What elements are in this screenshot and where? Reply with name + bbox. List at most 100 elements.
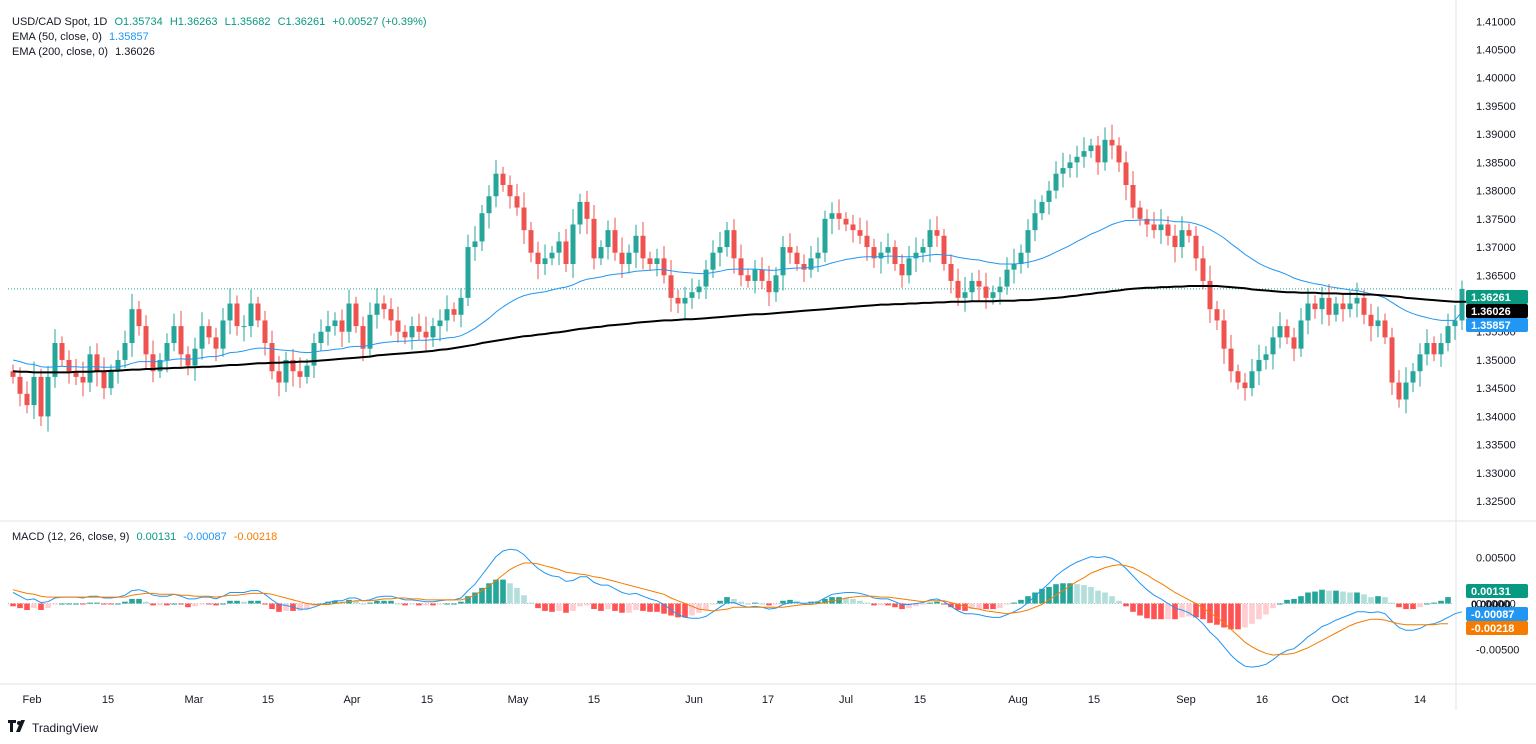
legend-ema50-row[interactable]: EMA (50, close, 0) 1.35857	[12, 29, 153, 45]
candle-body	[857, 230, 863, 236]
time-tick-label: Feb	[23, 694, 42, 706]
candle-body	[528, 230, 534, 253]
candle-body	[1242, 382, 1248, 389]
macd-histogram-bar	[304, 603, 310, 610]
macd-histogram-bar	[535, 603, 541, 609]
candle-body	[1067, 162, 1073, 169]
macd-badge-text: -0.00218	[1471, 623, 1514, 635]
macd-histogram-bar	[871, 603, 877, 606]
candle-body	[1235, 371, 1241, 383]
macd-histogram-bar	[66, 603, 72, 605]
candle-body	[290, 359, 296, 372]
candle-body	[1039, 201, 1045, 214]
macd-histogram-bar	[1256, 603, 1262, 620]
time-tick-label: 16	[1256, 694, 1268, 706]
macd-histogram-bar	[780, 600, 786, 604]
candle-body	[787, 247, 793, 253]
macd-histogram-bar	[1088, 586, 1094, 604]
candle-body	[206, 326, 212, 338]
candle-body	[1116, 145, 1122, 163]
macd-histogram-bar	[38, 603, 44, 610]
macd-histogram-bar	[1235, 603, 1241, 630]
macd-histogram-bar	[1046, 586, 1052, 604]
macd-histogram-bar	[52, 603, 58, 605]
candle-body	[1438, 343, 1444, 355]
macd-histogram-bar	[619, 603, 625, 613]
time-tick-label: May	[508, 694, 529, 706]
candle-body	[178, 326, 184, 355]
macd-histogram-bar	[1151, 603, 1157, 620]
macd-histogram-bar	[1368, 597, 1374, 604]
macd-histogram-bar	[1445, 597, 1451, 604]
macd-histogram-bar	[1067, 583, 1073, 604]
ema50-value: 1.35857	[108, 31, 149, 43]
macd-histogram-bar	[444, 603, 450, 605]
price-tick-label: 1.33000	[1476, 468, 1516, 480]
candle-body	[332, 320, 338, 327]
legend-ema200-row[interactable]: EMA (200, close, 0) 1.36026	[12, 44, 159, 60]
macd-badge-text: 0.00131	[1471, 586, 1511, 598]
candle-body	[934, 230, 940, 236]
candle-body	[780, 247, 786, 276]
candle-body	[668, 275, 674, 298]
candle-body	[73, 371, 79, 377]
macd-histogram-bar	[402, 603, 408, 606]
candle-body	[1410, 371, 1416, 383]
time-tick-label: 15	[262, 694, 274, 706]
price-tick-label: 1.37000	[1476, 242, 1516, 254]
macd-badge	[1466, 607, 1528, 621]
tradingview-brand[interactable]: TradingView	[8, 720, 98, 735]
macd-histogram-bar	[479, 587, 485, 604]
macd-histogram-bar	[997, 603, 1003, 609]
legend-macd-row[interactable]: MACD (12, 26, close, 9) 0.00131 -0.00087…	[12, 529, 281, 545]
candle-body	[1396, 382, 1402, 400]
time-tick-label: Jul	[839, 694, 853, 706]
candle-body	[570, 224, 576, 264]
candle-body	[304, 365, 310, 377]
candle-body	[1088, 145, 1094, 152]
candle-body	[381, 303, 387, 310]
macd-badge	[1466, 584, 1528, 598]
macd-histogram-bar	[1396, 603, 1402, 608]
macd-histogram-bar	[381, 600, 387, 604]
candle-body	[682, 297, 688, 304]
price-tick-label: 1.40000	[1476, 73, 1516, 85]
macd-histogram-bar	[1403, 603, 1409, 610]
candle-body	[101, 371, 107, 389]
macd-histogram-bar	[626, 603, 632, 613]
candle-body	[423, 331, 429, 338]
candle-body	[941, 235, 947, 264]
candle-body	[1431, 343, 1437, 355]
macd-histogram-bar	[262, 603, 268, 605]
macd-histogram-bar	[1354, 592, 1360, 604]
macd-histogram-bar	[1417, 603, 1423, 608]
macd-histogram-bar	[465, 596, 471, 604]
macd-histogram-bar	[1277, 603, 1283, 605]
candle-body	[584, 201, 590, 219]
candle-body	[1340, 303, 1346, 310]
macd-histogram-bar	[1074, 584, 1080, 604]
candle-body	[1081, 151, 1087, 157]
macd-histogram-bar	[766, 603, 772, 606]
macd-tick-label: -0.00500	[1476, 645, 1519, 657]
symbol-label[interactable]: USD/CAD Spot, 1D	[12, 16, 108, 28]
macd-histogram-bar	[1039, 588, 1045, 604]
macd-histogram-bar	[1389, 602, 1395, 604]
price-tick-label: 1.33500	[1476, 440, 1516, 452]
time-tick-label: 15	[421, 694, 433, 706]
macd-histogram-bar	[73, 603, 79, 605]
time-tick-label: Jun	[685, 694, 703, 706]
macd-histogram-bar	[178, 603, 184, 605]
candle-body	[724, 230, 730, 248]
macd-histogram-bar	[1242, 603, 1248, 628]
ohlc-open: O1.35734	[114, 16, 163, 28]
macd-label: MACD (12, 26, close, 9)	[12, 531, 130, 543]
candle-body	[1361, 297, 1367, 315]
candle-body	[395, 320, 401, 332]
candle-body	[1389, 337, 1395, 383]
candle-body	[759, 269, 765, 281]
macd-histogram-bar	[1305, 592, 1311, 604]
candle-body	[605, 230, 611, 248]
candle-body	[556, 241, 562, 253]
